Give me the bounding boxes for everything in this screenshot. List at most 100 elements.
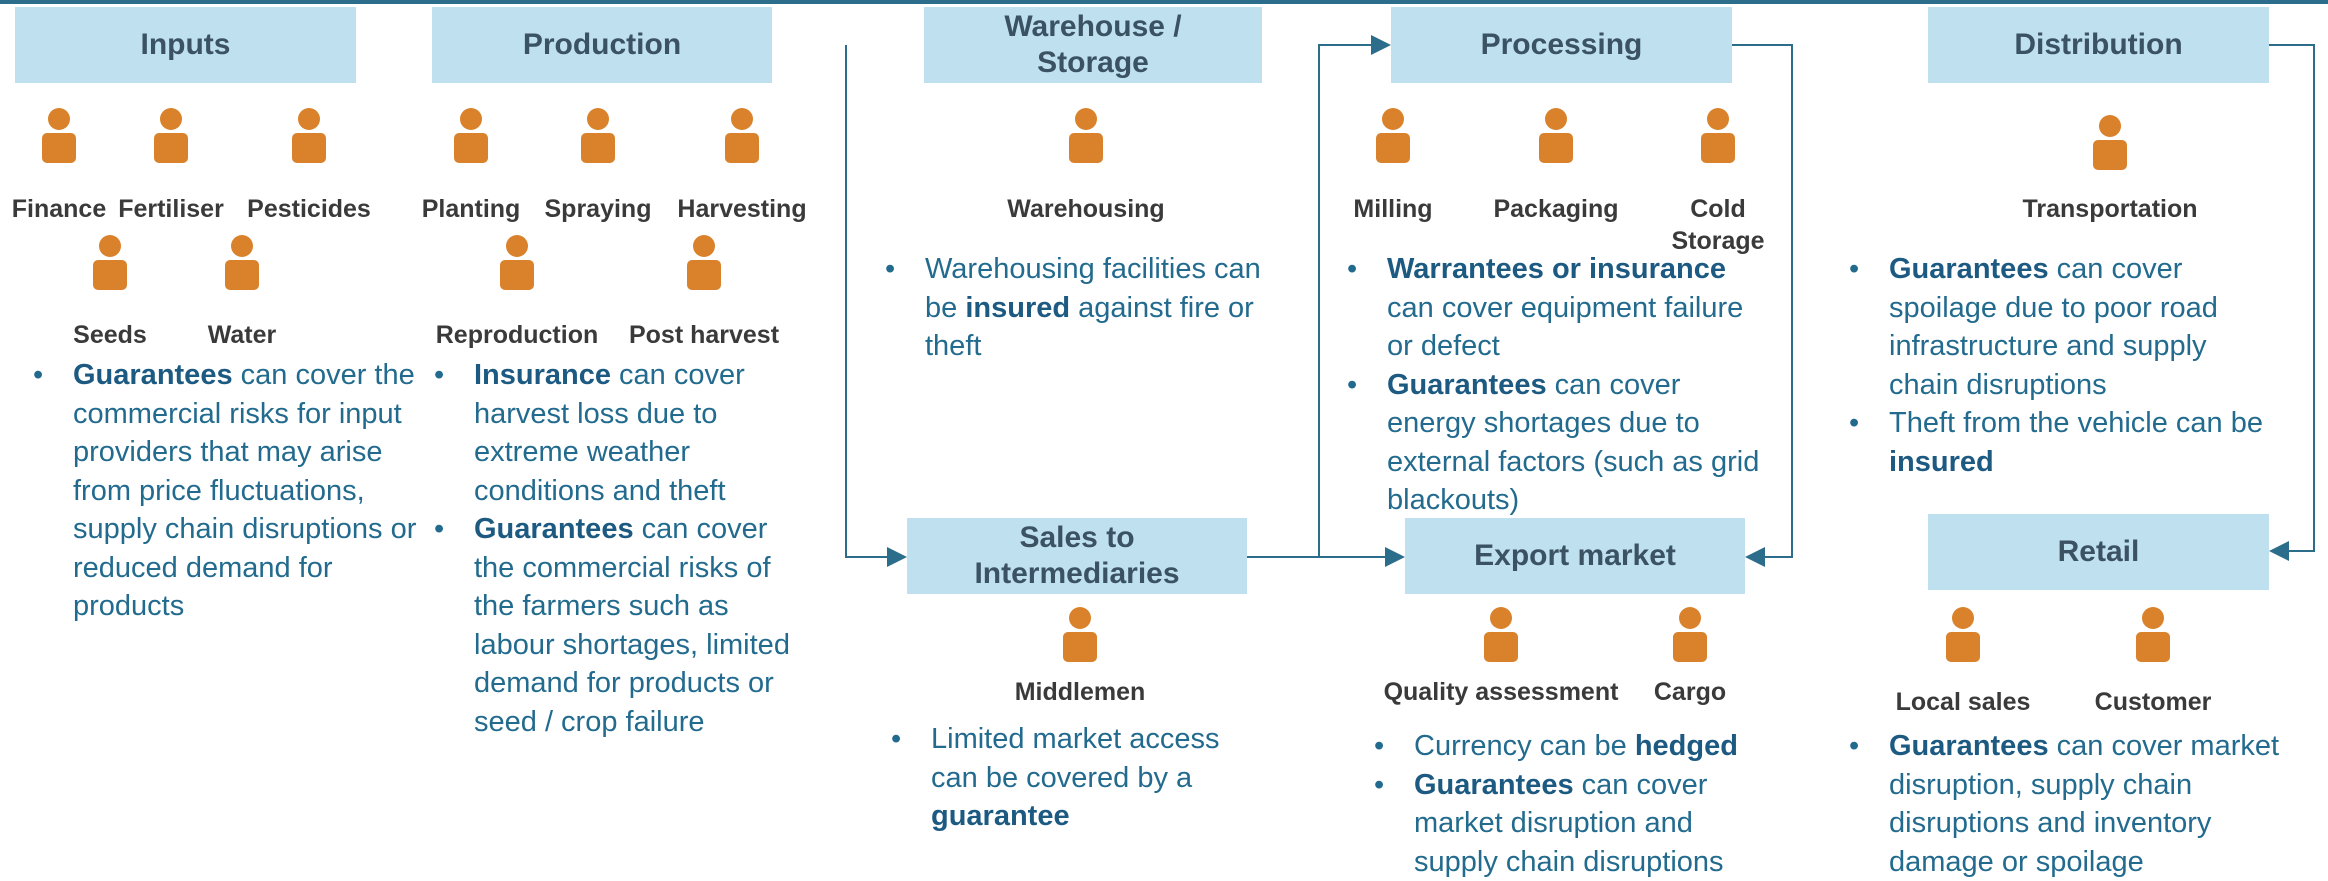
stage-header: Export market	[1405, 518, 1745, 594]
bullet-text: insured	[965, 292, 1070, 324]
item-icon	[482, 228, 552, 303]
item-icon	[207, 228, 277, 303]
item-icon	[2118, 600, 2188, 675]
stage-header: Processing	[1391, 7, 1732, 83]
item-icon	[75, 228, 145, 303]
item-icon	[1521, 101, 1591, 176]
item-label: Quality assessment	[1384, 676, 1619, 708]
item-icon	[436, 101, 506, 176]
bullet-text: Warrantees or insurance	[1387, 253, 1726, 285]
bullet-text: Guarantees	[1889, 730, 2049, 762]
bullet-list: Warehousing facilities can be insured ag…	[885, 250, 1265, 366]
item-label: Milling	[1353, 193, 1432, 225]
item-icon	[1683, 101, 1753, 176]
item-label: Cargo	[1654, 676, 1726, 708]
item-icon	[1358, 101, 1428, 176]
icon	[1928, 600, 1998, 670]
stage-title: Export market	[1474, 538, 1676, 574]
item-label: Planting	[422, 193, 521, 225]
icon	[136, 101, 206, 171]
item-label: Seeds	[73, 319, 147, 351]
item-icon	[1051, 101, 1121, 176]
item-label: Warehousing	[1007, 193, 1164, 225]
stage-header: Warehouse / Storage	[924, 7, 1262, 83]
item-label: Spraying	[545, 193, 652, 225]
bullet: Limited market access can be covered by …	[891, 720, 1261, 836]
bullet: Warehousing facilities can be insured ag…	[885, 250, 1265, 366]
icon	[482, 228, 552, 298]
item-label: Post harvest	[629, 319, 779, 351]
item-label: Pesticides	[247, 193, 371, 225]
bullet-text: Theft from the vehicle can be	[1889, 407, 2263, 439]
icon	[1358, 101, 1428, 171]
icon	[707, 101, 777, 171]
stage-title: Distribution	[2014, 27, 2182, 63]
bullet-text: Currency can be	[1414, 730, 1635, 762]
bullet-text: Guarantees	[474, 513, 634, 545]
bullet-list: Warrantees or insurance can cover equipm…	[1347, 250, 1767, 520]
bullet-text: hedged	[1635, 730, 1738, 762]
bullet-list: Limited market access can be covered by …	[891, 720, 1261, 836]
stage-header: Retail	[1928, 514, 2269, 590]
item-label: Cold Storage	[1663, 193, 1773, 257]
bullet-text: Insurance	[474, 359, 611, 391]
stage-title: Retail	[2058, 534, 2140, 570]
icon	[1051, 101, 1121, 171]
bullet-list: Guarantees can cover spoilage due to poo…	[1849, 250, 2274, 481]
icon	[1521, 101, 1591, 171]
icon	[75, 228, 145, 298]
bullet-text: can cover equipment failure or defect	[1387, 292, 1743, 363]
bullet: Theft from the vehicle can be insured	[1849, 404, 2274, 481]
bullet-list: Insurance can cover harvest loss due to …	[434, 356, 814, 741]
item-label: Transportation	[2022, 193, 2197, 225]
item-label: Water	[208, 319, 277, 351]
bullet-text: Guarantees	[1889, 253, 2049, 285]
item-icon	[136, 101, 206, 176]
stage-title: Production	[523, 27, 681, 63]
bullet: Warrantees or insurance can cover equipm…	[1347, 250, 1767, 366]
stage-header: Production	[432, 7, 772, 83]
icon	[24, 101, 94, 171]
bullet-text: Guarantees	[1414, 769, 1574, 801]
item-label: Customer	[2095, 686, 2212, 718]
item-icon	[669, 228, 739, 303]
bullet: Currency can be hedged	[1374, 727, 1779, 766]
item-icon	[1655, 600, 1725, 675]
bullet: Guarantees can cover the commercial risk…	[33, 356, 433, 626]
stage-title: Processing	[1481, 27, 1643, 63]
stage-header: Distribution	[1928, 7, 2269, 83]
stage-header: Sales to Intermediaries	[907, 518, 1247, 594]
item-label: Local sales	[1896, 686, 2031, 718]
icon	[207, 228, 277, 298]
stage-header: Inputs	[15, 7, 356, 83]
bullet: Guarantees can cover market disruption, …	[1849, 727, 2319, 881]
bullet-text: Guarantees	[1387, 369, 1547, 401]
icon	[669, 228, 739, 298]
bullet-text: Guarantees	[73, 359, 233, 391]
item-label: Finance	[12, 193, 106, 225]
bullet: Guarantees can cover market disruption a…	[1374, 766, 1779, 881]
bullet-text: guarantee	[931, 800, 1070, 832]
item-icon	[2075, 108, 2145, 183]
bullet-text: Limited market access can be covered by …	[931, 723, 1220, 794]
bullet-text: can cover the commercial risks of the fa…	[474, 513, 790, 738]
icon	[563, 101, 633, 171]
item-label: Harvesting	[677, 193, 806, 225]
icon	[436, 101, 506, 171]
item-label: Fertiliser	[118, 193, 224, 225]
top-bar	[0, 0, 2328, 4]
item-icon	[707, 101, 777, 176]
item-icon	[1466, 600, 1536, 675]
bullet: Guarantees can cover spoilage due to poo…	[1849, 250, 2274, 404]
item-icon	[1928, 600, 1998, 675]
bullet-list: Currency can be hedgedGuarantees can cov…	[1374, 727, 1779, 881]
item-label: Reproduction	[436, 319, 599, 351]
item-icon	[563, 101, 633, 176]
bullet-list: Guarantees can cover market disruption, …	[1849, 727, 2319, 881]
stage-title: Inputs	[141, 27, 231, 63]
item-icon	[1045, 600, 1115, 675]
icon	[1655, 600, 1725, 670]
icon	[1045, 600, 1115, 670]
icon	[274, 101, 344, 171]
